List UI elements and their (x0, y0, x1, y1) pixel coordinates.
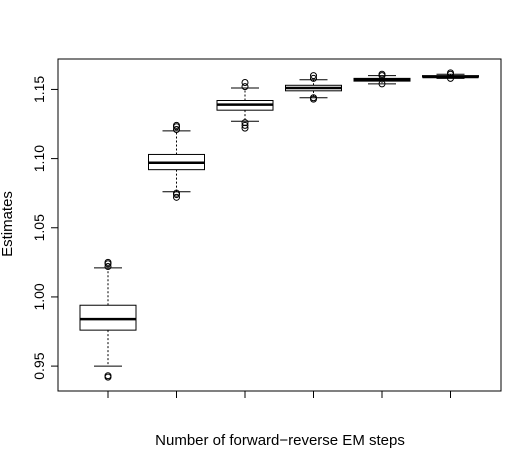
outlier-point (310, 72, 317, 80)
outlier-point (173, 121, 180, 129)
outlier-point (310, 94, 317, 102)
box-1 (79, 258, 137, 381)
outlier-point (378, 80, 386, 88)
outlier-point (104, 372, 112, 380)
y-tick-label: 1.15 (31, 76, 47, 103)
outlier-point (104, 263, 112, 270)
outlier-point (173, 193, 180, 201)
box-4 (285, 72, 342, 103)
box-iqr (79, 304, 137, 331)
y-tick-label: 0.95 (31, 352, 47, 379)
x-axis-title: Number of forward−reverse EM steps (155, 432, 405, 449)
outlier-point (378, 70, 386, 78)
outlier-point (310, 74, 317, 82)
box-6 (422, 69, 479, 82)
y-axis: 0.95 1.00 1.05 1.10 1.15 (31, 76, 58, 380)
outlier-point (241, 119, 249, 127)
plot-frame (57, 58, 502, 392)
outlier-point (447, 69, 454, 77)
outlier-point (241, 79, 249, 87)
outlier-point (173, 126, 180, 134)
box-5 (353, 70, 411, 88)
box-3 (216, 79, 274, 132)
outlier-point (241, 121, 249, 129)
y-axis-title: Estimates (0, 191, 16, 257)
box-2 (148, 121, 205, 201)
outlier-point (241, 83, 249, 91)
y-tick-label: 1.05 (31, 214, 47, 241)
x-axis (107, 391, 451, 398)
boxes-group (79, 69, 479, 381)
y-tick-label: 1.10 (31, 145, 47, 172)
outlier-point (104, 258, 112, 266)
y-tick-label: 1.00 (31, 283, 47, 310)
outlier-point (173, 189, 180, 197)
